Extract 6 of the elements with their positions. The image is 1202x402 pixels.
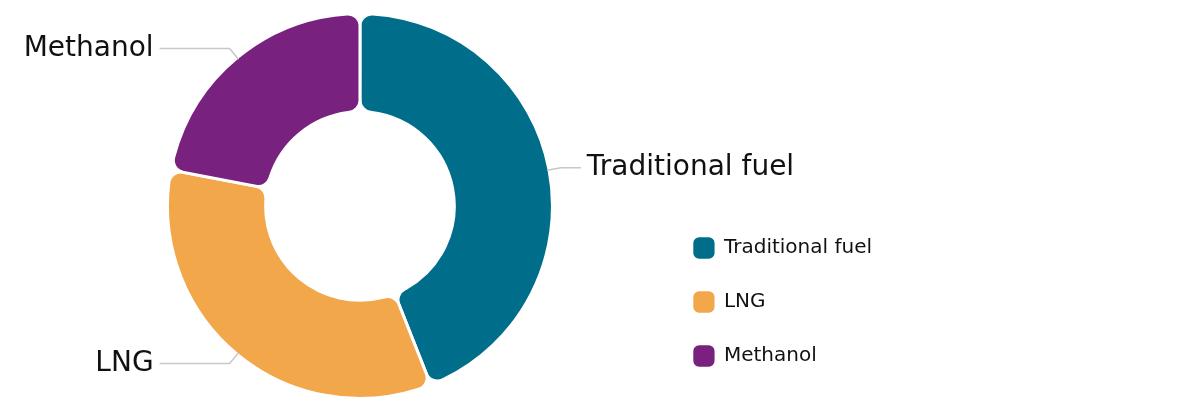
slice-label: Methanol — [23, 29, 154, 63]
slice-label: Traditional fuel — [585, 148, 795, 182]
legend-label: LNG — [723, 288, 766, 313]
legend-label: Traditional fuel — [722, 234, 873, 259]
legend-label: Methanol — [723, 342, 817, 367]
slice-label: LNG — [95, 344, 154, 378]
